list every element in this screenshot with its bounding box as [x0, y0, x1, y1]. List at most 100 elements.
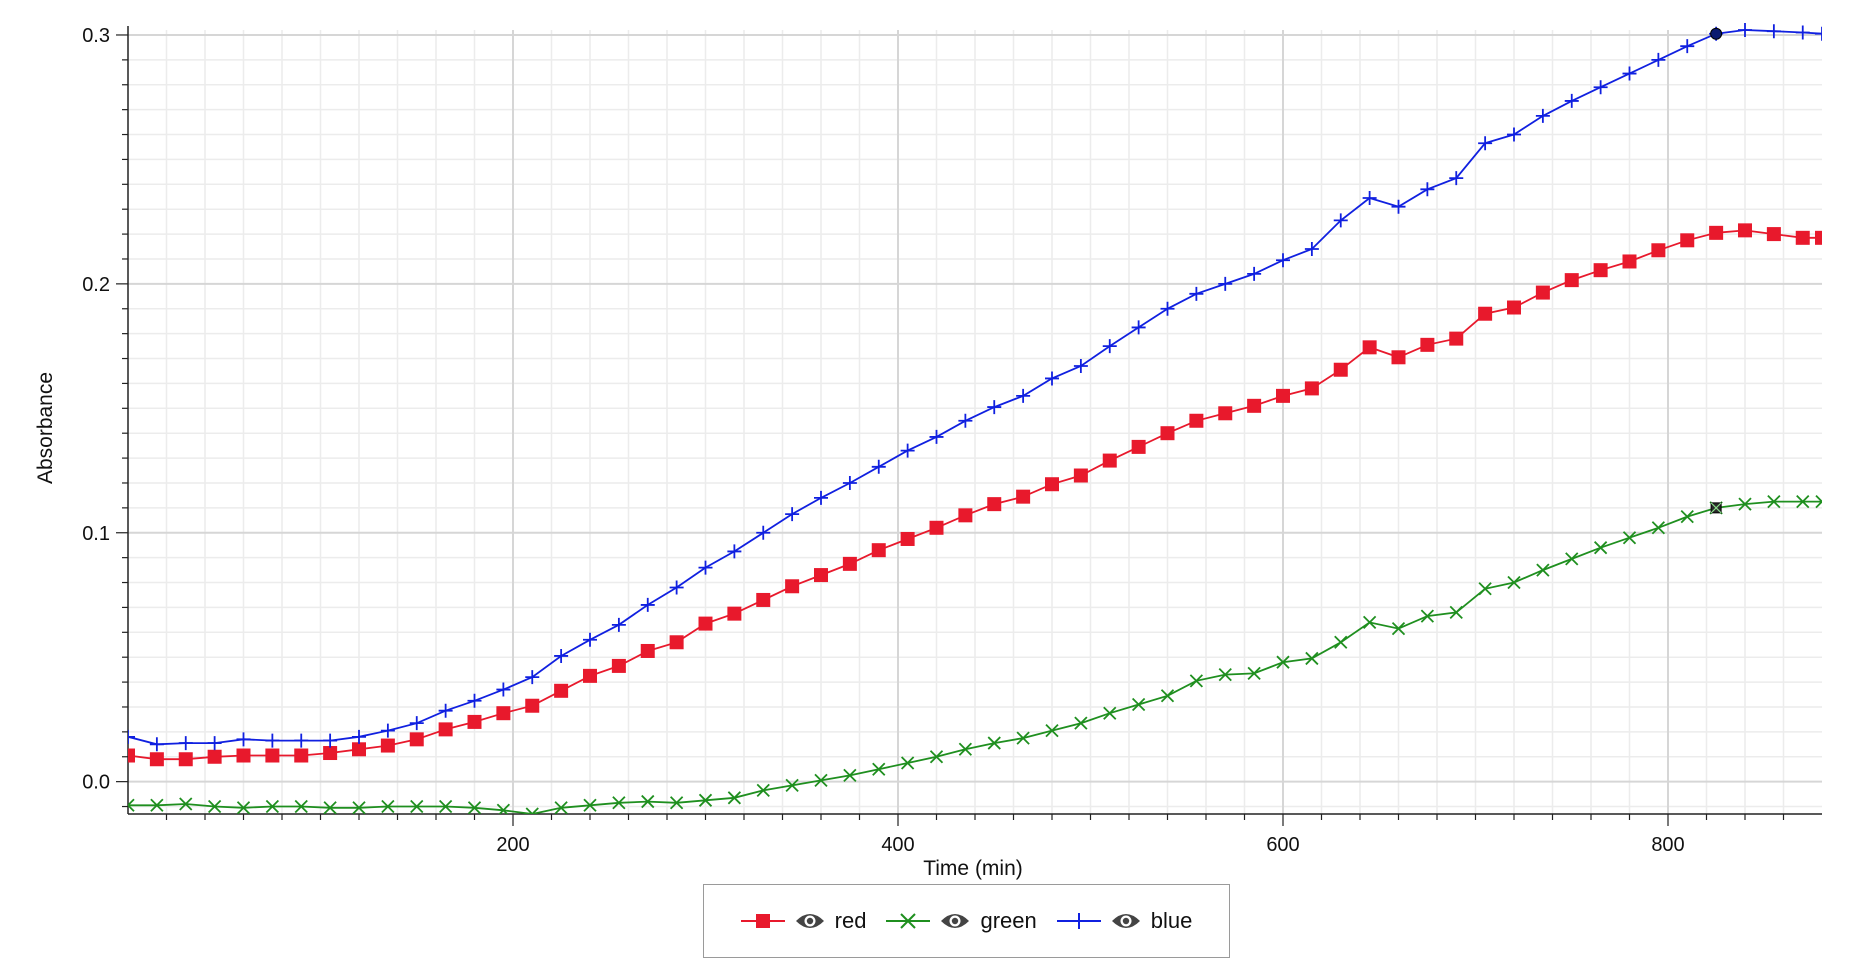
data-point-red — [1102, 453, 1117, 468]
data-point-red — [611, 658, 626, 673]
data-point-red — [871, 543, 886, 558]
data-point-blue — [1276, 253, 1290, 268]
data-point-blue — [323, 733, 338, 748]
legend-label-red: red — [834, 908, 867, 933]
data-point-green — [150, 798, 164, 812]
data-point-green — [1738, 497, 1752, 511]
data-point-blue — [1045, 371, 1059, 386]
data-point-red — [785, 579, 800, 594]
data-point-red — [1247, 398, 1262, 413]
data-point-green — [496, 803, 511, 814]
data-point-red — [409, 732, 424, 747]
tick-labels: 0.0 0.1 0.2 0.3 200 400 600 800 — [82, 25, 1685, 856]
legend-label-green: green — [980, 908, 1037, 933]
data-point-blue — [1449, 171, 1464, 186]
data-point-blue — [265, 733, 280, 748]
data-point-red — [1391, 350, 1406, 365]
x-tick-label: 400 — [881, 834, 914, 856]
data-point-blue — [1622, 66, 1637, 81]
axes — [116, 26, 1822, 826]
data-point-green — [179, 797, 193, 811]
data-point-red — [178, 752, 193, 767]
data-point-red — [640, 643, 655, 658]
data-point-blue — [1333, 213, 1348, 228]
data-point-red — [1564, 273, 1579, 288]
data-point-red — [1709, 225, 1724, 240]
data-point-red — [438, 722, 453, 737]
eye-icon[interactable] — [940, 911, 970, 931]
major-grid — [128, 30, 1822, 814]
data-point-green — [1189, 674, 1204, 688]
legend: red green blue — [703, 884, 1230, 958]
data-point-green — [265, 799, 280, 814]
data-point-blue — [1507, 127, 1521, 142]
legend-label-blue: blue — [1150, 908, 1193, 933]
y-axis-label: Absorbance — [34, 372, 57, 484]
data-point-red — [294, 748, 309, 763]
data-point-blue — [756, 525, 771, 540]
data-point-blue — [1189, 286, 1204, 301]
data-point-blue — [554, 648, 569, 663]
data-point-green — [583, 798, 597, 812]
data-point-green — [1103, 706, 1117, 720]
data-point-blue — [1016, 388, 1031, 403]
data-point-green — [1074, 716, 1088, 730]
x-tick-label: 600 — [1266, 834, 1299, 856]
data-point-red — [1131, 439, 1146, 454]
data-point-blue — [987, 400, 1002, 415]
data-point-blue — [207, 736, 222, 751]
series-blue — [128, 23, 1822, 752]
data-point-green — [1160, 689, 1175, 703]
data-point-green — [1622, 531, 1637, 545]
data-point-red — [1535, 285, 1550, 300]
data-point-blue — [409, 716, 424, 731]
data-point-blue — [727, 544, 742, 559]
data-point-green — [294, 799, 308, 814]
data-point-green — [207, 799, 222, 814]
data-point-red — [1189, 413, 1204, 428]
data-point-green — [1218, 667, 1232, 682]
data-point-green — [438, 799, 453, 814]
data-point-red — [1073, 468, 1088, 483]
data-point-blue — [525, 670, 540, 685]
eye-icon[interactable] — [795, 911, 825, 931]
data-point-red — [958, 508, 973, 523]
data-point-green — [554, 801, 568, 814]
data-point-red — [323, 746, 338, 761]
data-point-green — [1796, 495, 1810, 509]
data-point-red — [1766, 227, 1781, 242]
data-point-red — [698, 616, 713, 631]
legend-entry-blue[interactable]: blue — [1056, 908, 1193, 934]
data-point-blue — [698, 560, 713, 575]
data-point-green — [1391, 621, 1406, 636]
data-point-green — [1767, 495, 1781, 509]
data-point-blue — [669, 580, 684, 595]
data-point-green — [987, 736, 1001, 750]
data-point-red — [1593, 263, 1608, 278]
data-point-green — [843, 768, 857, 783]
series-green — [128, 495, 1822, 814]
legend-entry-red[interactable]: red — [740, 908, 867, 934]
x-tick-label: 200 — [496, 834, 529, 856]
legend-entry-green[interactable]: green — [886, 908, 1037, 934]
data-point-red — [380, 738, 395, 753]
eye-icon[interactable] — [1111, 911, 1141, 931]
data-point-blue — [1247, 266, 1262, 281]
data-point-blue — [1535, 108, 1550, 123]
data-point-red — [727, 606, 742, 621]
data-point-red — [987, 497, 1002, 512]
data-point-red — [265, 748, 280, 763]
data-point-green — [1478, 582, 1492, 596]
data-point-green — [1507, 575, 1521, 590]
data-point-red — [1680, 233, 1695, 248]
data-point-red — [1276, 388, 1290, 403]
data-point-red — [756, 592, 771, 607]
data-point-red — [128, 748, 135, 763]
data-point-green — [1276, 655, 1290, 669]
data-point-blue — [1391, 199, 1406, 214]
data-point-green — [1045, 723, 1059, 738]
data-point-blue — [149, 737, 164, 752]
data-point-blue — [900, 443, 915, 458]
data-point-blue — [1102, 339, 1117, 354]
x-axis-label: Time (min) — [923, 857, 1023, 880]
